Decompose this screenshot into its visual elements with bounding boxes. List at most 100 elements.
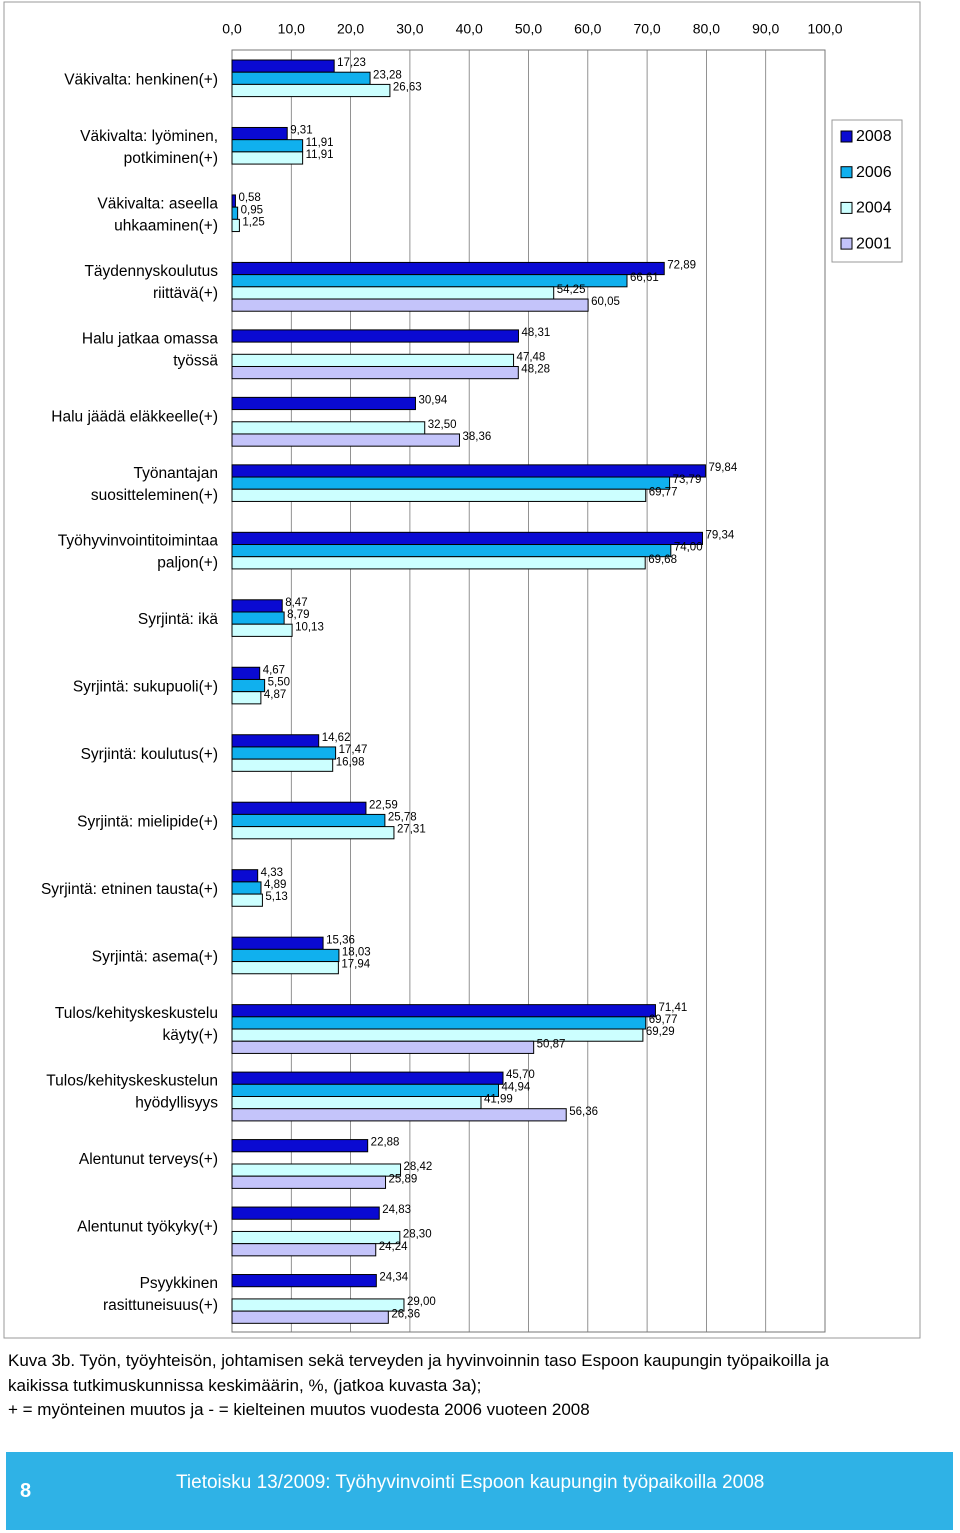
value-label: 25,78 [388,812,417,824]
value-label: 27,31 [397,824,426,836]
bar [231,1230,401,1245]
bar [231,678,266,693]
page-number: 8 [20,1480,32,1502]
value-label: 28,42 [404,1161,433,1173]
legend-label: 2004 [856,200,892,217]
value-label: 72,89 [667,260,696,272]
value-label: 73,79 [673,474,702,486]
value-label: 69,29 [646,1026,675,1038]
legend-swatch [840,237,853,250]
y-tick-label: Väkivalta: henkinen(+) [64,71,218,88]
value-label: 69,68 [648,554,677,566]
bar [231,1071,504,1085]
legend-swatch [840,130,853,143]
chart: 0,0 10,0 20,0 30,0 40,0 50,0 60,0 70,0 80,0 90,0 1… [3,1,921,1339]
value-label: 60,05 [591,296,620,308]
caption-line: Kuva 3b. Työn, työyhteisön, johtamisen s… [8,1351,829,1370]
value-label: 44,94 [501,1081,530,1093]
bar [231,365,519,380]
value-label: 22,88 [371,1137,400,1149]
bar [231,623,293,637]
caption-line: + = myönteinen muutos ja - = kielteinen … [8,1400,590,1419]
value-label: 29,00 [407,1296,436,1308]
bar [231,813,386,828]
value-label: 8,47 [285,597,307,609]
y-tick-label: Työnantajan suositteleminen(+) [91,465,218,504]
y-tick-label: Syrjintä: koulutus(+) [81,746,218,763]
value-label: 48,31 [521,327,550,339]
bar [231,1206,380,1220]
bar [231,1040,535,1054]
value-label: 22,59 [369,799,398,811]
value-label: 74,00 [674,542,703,554]
legend-swatch [840,201,853,214]
bar [231,329,519,343]
bar [231,1298,405,1312]
value-label: 24,34 [379,1272,408,1284]
value-label: 41,99 [484,1094,513,1106]
bar [231,206,239,220]
bar [231,59,335,73]
y-tick-label: Syrjintä: mielipide(+) [77,814,218,831]
bar [231,139,304,153]
bar [231,1016,647,1030]
value-label: 32,50 [428,419,457,431]
bar [231,488,647,502]
bar [231,666,261,680]
y-tick-label: Tulos/kehityskeskustelun hyödyllisyys [46,1073,218,1112]
bar [231,194,236,208]
legend-label: 2006 [856,164,892,181]
bar [231,1139,369,1153]
value-label: 56,36 [569,1106,598,1118]
bar [231,734,320,748]
y-tick-label: Halu jäädä eläkkeelle(+) [51,409,218,426]
value-label: 24,24 [379,1241,408,1253]
value-label: 79,84 [708,462,737,474]
bar [231,218,240,233]
value-label: 66,61 [630,272,659,284]
value-label: 11,91 [306,137,334,149]
bar [231,1108,567,1122]
y-tick-label: Syrjintä: ikä [138,611,218,628]
bar [231,544,672,558]
bar [231,556,646,570]
caption-line: kaikissa tutkimuskunnissa keskimäärin, %… [8,1376,482,1395]
x-tick-label: 100,0 [807,21,842,37]
value-label: 11,91 [306,149,334,161]
value-label: 1,25 [242,216,264,228]
value-label: 9,31 [290,125,312,137]
x-tick-label: 60,0 [574,21,601,37]
value-label: 24,83 [382,1204,411,1216]
bar [231,1310,389,1324]
bar [231,476,671,490]
legend-swatch [840,166,853,179]
bar [231,758,334,772]
footer-text: Tietoisku 13/2009: Työhyvinvointi Espoon… [176,1472,765,1493]
bar [231,298,589,312]
bar [231,261,665,276]
value-label: 8,79 [287,609,309,621]
bar [231,826,395,840]
bar [231,1274,377,1288]
y-tick-label: Syrjintä: asema(+) [92,949,218,966]
value-label: 26,63 [393,82,422,94]
bar [231,881,262,895]
bar [231,1028,644,1042]
value-label: 30,94 [418,394,447,406]
value-label: 50,87 [537,1038,566,1050]
bar [231,1083,499,1098]
legend-label: 2001 [856,235,892,252]
bar [231,126,288,141]
y-tick-label: Tulos/kehityskeskustelu käyty(+) [55,1005,218,1044]
bar [231,151,304,165]
y-tick-label: Alentunut työkyky(+) [77,1219,218,1236]
y-tick-label: Syrjintä: etninen tausta(+) [41,881,218,898]
y-tick-label: Työhyvinvointitoimintaa paljon(+) [58,533,219,572]
bar [231,353,515,367]
y-tick-label: Halu jatkaa omassa työssä [82,330,219,369]
value-label: 69,77 [649,1014,678,1026]
x-tick-label: 20,0 [337,21,364,37]
value-label: 4,67 [263,664,285,676]
value-label: 71,41 [658,1002,687,1014]
